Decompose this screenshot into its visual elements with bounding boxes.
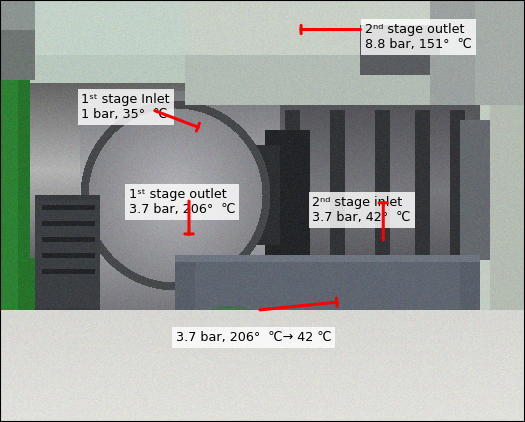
Text: 2ⁿᵈ stage inlet
3.7 bar, 42°  ℃: 2ⁿᵈ stage inlet 3.7 bar, 42° ℃ bbox=[312, 196, 411, 224]
Text: 3.7 bar, 206°  ℃→ 42 ℃: 3.7 bar, 206° ℃→ 42 ℃ bbox=[176, 331, 331, 344]
Text: 2ⁿᵈ stage outlet
8.8 bar, 151°  ℃: 2ⁿᵈ stage outlet 8.8 bar, 151° ℃ bbox=[365, 23, 472, 51]
Text: 1ˢᵗ stage outlet
3.7 bar, 206°  ℃: 1ˢᵗ stage outlet 3.7 bar, 206° ℃ bbox=[129, 188, 235, 216]
Text: 1ˢᵗ stage Inlet
1 bar, 35°  ℃: 1ˢᵗ stage Inlet 1 bar, 35° ℃ bbox=[81, 93, 170, 121]
